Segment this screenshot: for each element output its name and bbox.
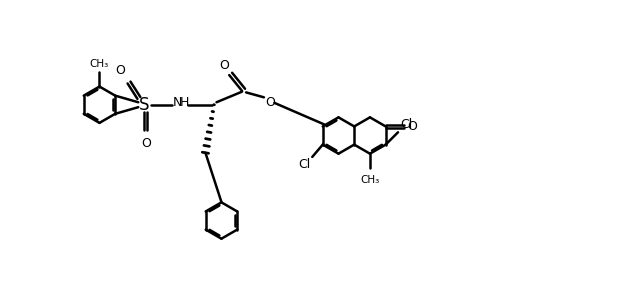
Text: CH₃: CH₃ — [90, 59, 109, 69]
Text: O: O — [141, 137, 151, 150]
Text: O: O — [115, 64, 125, 77]
Text: CH₃: CH₃ — [360, 175, 380, 184]
Text: Cl: Cl — [401, 118, 413, 132]
Text: O: O — [265, 96, 275, 109]
Text: O: O — [407, 120, 417, 133]
Text: Cl: Cl — [298, 158, 310, 172]
Text: O: O — [220, 59, 230, 72]
Text: S: S — [139, 96, 149, 114]
Text: N: N — [173, 96, 182, 109]
Text: H: H — [180, 96, 189, 109]
